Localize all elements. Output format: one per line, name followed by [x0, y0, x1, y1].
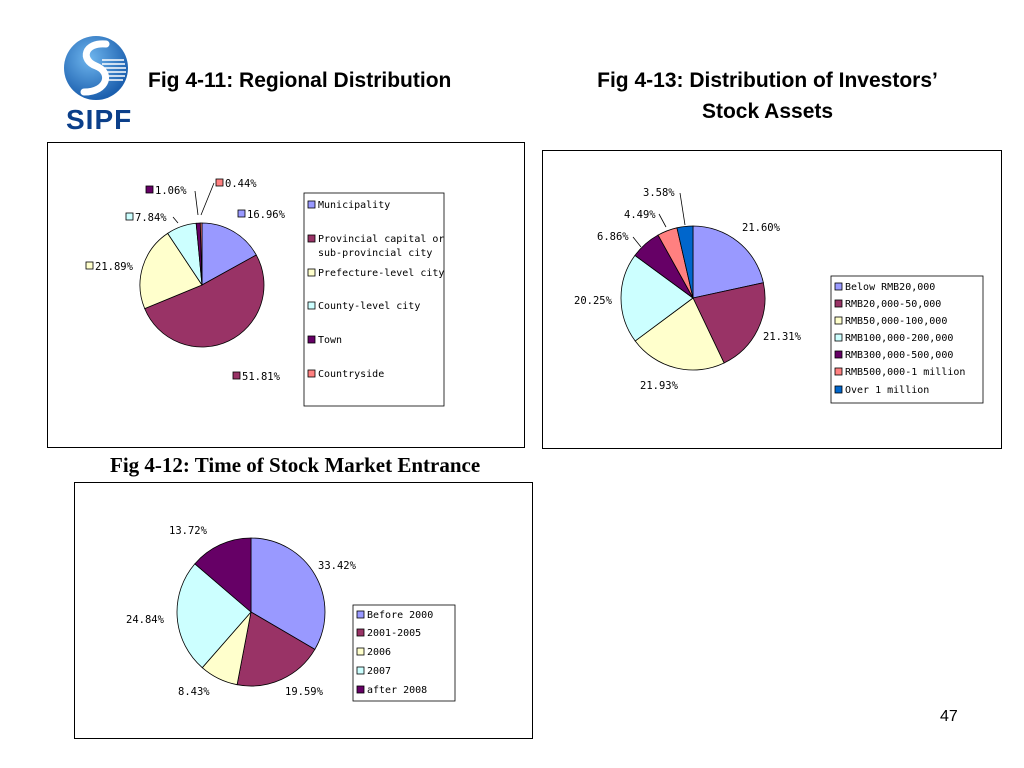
fig13-legend-label-2: RMB50,000-100,000 [845, 316, 947, 327]
fig11-legend-swatch-3 [307, 301, 316, 310]
fig11-chart: 16.96% 51.81% 21.89% 7.84% 1.06% 0.44% Municip… [47, 142, 525, 448]
fig13-svg: 21.60% 21.31% 21.93% 20.25% 6.86% 4.49% 3.58% B… [574, 187, 984, 404]
fig12-legend-swatch-0 [356, 610, 365, 619]
fig11-slice-1 [144, 254, 265, 348]
fig11-title: Fig 4-11: Regional Distribution [148, 69, 452, 92]
fig11-legend-label-1: Provincial capital or [318, 234, 444, 245]
logo-text: SIPF [66, 104, 133, 135]
fig13-legend-label-5: RMB500,000-1 million [845, 367, 965, 378]
fig12-chart: 33.42% 19.59% 8.43% 24.84% 13.72% Before 2000… [74, 482, 533, 739]
fig13-legend-label-6: Over 1 million [845, 385, 929, 396]
fig13-data-label-1: 21.31% [763, 331, 802, 343]
fig13-legend-swatch-2 [834, 316, 843, 325]
fig13-slice-0 [692, 225, 764, 299]
fig11-legend-label-1-line1: sub-provincial city [318, 248, 432, 259]
fig12-legend-swatch-1 [356, 628, 365, 637]
fig11-legend-label-5: Countryside [318, 369, 384, 380]
fig11-svg: 16.96% 51.81% 21.89% 7.84% 1.06% 0.44% Municip… [85, 178, 445, 407]
fig13-slice-1 [692, 282, 766, 364]
fig12-legend-label-1: 2001-2005 [367, 628, 421, 639]
fig13-data-label-2: 21.93% [640, 380, 679, 392]
fig11-legend-swatch-0 [307, 200, 316, 209]
fig11-label-swatch-1 [232, 371, 241, 380]
fig12-slice-3 [176, 563, 252, 669]
fig12-legend-label-3: 2007 [367, 666, 391, 677]
fig12-data-label-3: 24.84% [126, 614, 165, 626]
fig13-data-label-3: 20.25% [574, 295, 613, 307]
fig13-legend [830, 275, 984, 404]
fig11-leader-5 [200, 182, 215, 216]
fig11-data-label-0: 16.96% [247, 209, 286, 221]
fig13-data-label-4: 6.86% [597, 231, 629, 243]
fig11-label-swatch-4 [145, 185, 154, 194]
fig13-title-line1: Fig 4-13: Distribution of Investors’ [597, 69, 938, 92]
fig12-data-label-0: 33.42% [318, 560, 357, 572]
fig11-legend-swatch-5 [307, 369, 316, 378]
fig12-legend-label-0: Before 2000 [367, 610, 433, 621]
fig11-data-label-1: 51.81% [242, 371, 281, 383]
fig13-slice-6 [676, 225, 694, 299]
fig13-legend-swatch-6 [834, 385, 843, 394]
fig13-data-label-0: 21.60% [742, 222, 781, 234]
fig11-label-swatch-5 [215, 178, 224, 187]
fig11-data-label-4: 1.06% [155, 185, 187, 197]
fig11-legend-label-2: Prefecture-level city [318, 268, 444, 279]
fig11-leader-3 [172, 216, 179, 224]
fig13-legend-swatch-0 [834, 282, 843, 291]
fig13-leader-4 [632, 236, 642, 248]
fig13-data-label-6: 3.58% [643, 187, 675, 199]
fig12-svg: 33.42% 19.59% 8.43% 24.84% 13.72% Before 2000… [126, 525, 456, 702]
fig12-legend-swatch-4 [356, 685, 365, 694]
fig12-slice-4 [194, 537, 252, 613]
fig12-data-label-4: 13.72% [169, 525, 208, 537]
sipf-globe-icon [64, 36, 128, 100]
fig13-title-line2: Stock Assets [701, 100, 834, 123]
fig12-legend-swatch-3 [356, 666, 365, 675]
fig13-legend-label-3: RMB100,000-200,000 [845, 333, 953, 344]
fig11-leader-4 [194, 190, 199, 216]
fig11-legend [303, 192, 445, 407]
fig12-legend-swatch-2 [356, 647, 365, 656]
fig11-legend-label-4: Town [318, 335, 342, 346]
fig12-data-label-1: 19.59% [285, 686, 324, 698]
page-number: 47 [940, 708, 958, 725]
fig13-legend-swatch-4 [834, 350, 843, 359]
fig12-title: Fig 4-12: Time of Stock Market Entrance [110, 453, 481, 477]
fig13-legend-swatch-1 [834, 299, 843, 308]
fig13-chart: 21.60% 21.31% 21.93% 20.25% 6.86% 4.49% 3.58% B… [542, 150, 1002, 449]
fig13-slice-3 [620, 254, 694, 342]
fig11-legend-label-0: Municipality [318, 200, 390, 211]
fig13-legend-swatch-5 [834, 367, 843, 376]
fig11-data-label-3: 7.84% [135, 212, 167, 224]
fig13-leader-6 [679, 192, 686, 226]
fig13-leader-5 [658, 213, 667, 228]
fig11-label-swatch-2 [85, 261, 94, 270]
fig11-label-swatch-0 [237, 209, 246, 218]
fig13-data-label-5: 4.49% [624, 209, 656, 221]
fig13-legend-swatch-3 [834, 333, 843, 342]
fig12-legend-label-4: after 2008 [367, 685, 427, 696]
fig11-label-swatch-3 [125, 212, 134, 221]
fig11-legend-swatch-2 [307, 268, 316, 277]
fig13-legend-label-0: Below RMB20,000 [845, 282, 935, 293]
fig11-data-label-5: 0.44% [225, 178, 257, 190]
fig12-data-label-2: 8.43% [178, 686, 210, 698]
fig12-legend-label-2: 2006 [367, 647, 391, 658]
fig11-legend-swatch-1 [307, 234, 316, 243]
fig11-data-label-2: 21.89% [95, 261, 134, 273]
fig12-legend [352, 604, 456, 702]
fig11-legend-label-3: County-level city [318, 301, 420, 312]
fig13-legend-label-4: RMB300,000-500,000 [845, 350, 953, 361]
fig11-legend-swatch-4 [307, 335, 316, 344]
sipf-logo: SIPF [62, 34, 142, 138]
fig13-slice-2 [634, 297, 725, 371]
fig12-slice-0 [250, 537, 326, 650]
fig11-slice-2 [139, 232, 203, 310]
fig12-slice-1 [236, 611, 316, 687]
fig13-legend-label-1: RMB20,000-50,000 [845, 299, 941, 310]
fig11-slice-5 [199, 222, 203, 286]
fig11-slice-0 [201, 222, 257, 286]
